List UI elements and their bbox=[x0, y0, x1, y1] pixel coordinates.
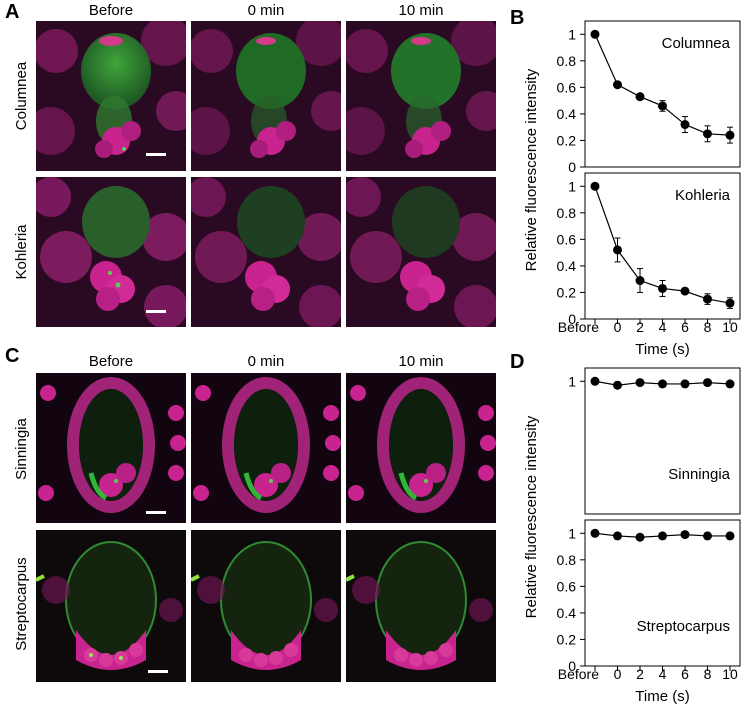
y-tick-label: 0.6 bbox=[557, 578, 577, 594]
panel-letter-b: B bbox=[510, 7, 525, 29]
data-point bbox=[703, 531, 712, 541]
data-point bbox=[658, 531, 667, 541]
data-point bbox=[590, 29, 600, 39]
panel-letter-c: C bbox=[5, 345, 20, 367]
data-point bbox=[658, 379, 667, 389]
data-point bbox=[613, 380, 622, 390]
x-tick-label: 2 bbox=[636, 319, 644, 335]
column-title-0-min: 0 min bbox=[247, 2, 285, 19]
subplot-label: Columnea bbox=[662, 35, 731, 52]
y-tick-label: 0.6 bbox=[557, 79, 577, 95]
y-tick-label: 0.2 bbox=[557, 631, 577, 647]
data-point bbox=[680, 379, 690, 389]
data-point bbox=[635, 378, 645, 388]
data-point bbox=[725, 531, 735, 541]
data-point bbox=[590, 181, 600, 191]
column-title-before: Before bbox=[88, 2, 134, 19]
column-title-10-min-lower: 10 min bbox=[398, 353, 444, 370]
micrograph-columnea-before bbox=[36, 21, 186, 171]
y-tick-label: 0.8 bbox=[557, 205, 577, 221]
data-point bbox=[635, 532, 645, 542]
x-tick-label: 8 bbox=[704, 319, 712, 335]
panel-letter-a: A bbox=[5, 1, 20, 23]
y-tick-label: 1 bbox=[568, 178, 576, 194]
data-point bbox=[613, 245, 622, 255]
y-tick-label: 1 bbox=[568, 525, 576, 541]
y-axis-label: Relative fluorescence intensity bbox=[523, 68, 540, 271]
column-title-before-lower: Before bbox=[88, 353, 134, 370]
column-title-0-min-lower: 0 min bbox=[247, 353, 285, 370]
plot-frame bbox=[584, 20, 741, 168]
micrograph-sinningia-before bbox=[36, 373, 186, 523]
x-tick-label: 4 bbox=[659, 319, 667, 335]
x-tick-label: 4 bbox=[659, 666, 667, 682]
micrograph-streptocarpus-0-min bbox=[191, 530, 341, 682]
data-point bbox=[725, 379, 735, 389]
micrograph-streptocarpus-10-min bbox=[346, 530, 496, 682]
y-tick-label: 1 bbox=[568, 373, 576, 389]
y-tick-label: 0.4 bbox=[557, 106, 577, 122]
data-point bbox=[725, 298, 735, 308]
y-axis-label: Relative fluorescence intensity bbox=[523, 415, 540, 618]
y-tick-label: 0.8 bbox=[557, 552, 577, 568]
x-tick-label: 10 bbox=[722, 666, 738, 682]
micrograph-columnea-10-min bbox=[346, 21, 496, 171]
data-point bbox=[658, 101, 667, 111]
x-tick-label: Before bbox=[558, 666, 599, 682]
y-tick-label: 0.8 bbox=[557, 53, 577, 69]
micrograph-sinningia-0-min bbox=[191, 373, 341, 523]
data-point bbox=[703, 294, 712, 304]
micrograph-kohleria-0-min bbox=[191, 177, 341, 327]
y-tick-label: 0.6 bbox=[557, 231, 577, 247]
data-point bbox=[680, 120, 690, 130]
micrograph-kohleria-10-min bbox=[346, 177, 496, 327]
x-tick-label: 2 bbox=[636, 666, 644, 682]
subplot-label: Sinningia bbox=[668, 466, 730, 483]
y-tick-label: 0 bbox=[568, 311, 576, 327]
micrograph-kohleria-before bbox=[36, 177, 186, 327]
data-point bbox=[658, 283, 667, 293]
data-point bbox=[613, 531, 622, 541]
data-point bbox=[635, 276, 645, 286]
micrograph-columnea-0-min bbox=[191, 21, 341, 171]
x-tick-label: 0 bbox=[614, 666, 622, 682]
data-point bbox=[725, 130, 735, 140]
data-point bbox=[590, 376, 600, 386]
data-point bbox=[613, 80, 622, 90]
data-point bbox=[703, 129, 712, 139]
x-axis-label: Time (s) bbox=[635, 688, 689, 705]
y-tick-label: 0.2 bbox=[557, 132, 577, 148]
data-point bbox=[680, 286, 690, 296]
panel-letter-d: D bbox=[510, 351, 525, 373]
x-tick-label: 6 bbox=[681, 666, 689, 682]
x-tick-label: 0 bbox=[614, 319, 622, 335]
y-tick-label: 0.2 bbox=[557, 284, 577, 300]
y-tick-label: 0 bbox=[568, 658, 576, 674]
x-tick-label: 10 bbox=[722, 319, 738, 335]
data-point bbox=[590, 528, 600, 538]
x-axis-label: Time (s) bbox=[635, 341, 689, 358]
subplot-label: Kohleria bbox=[675, 187, 731, 204]
column-title-10-min: 10 min bbox=[398, 2, 444, 19]
data-point bbox=[635, 92, 645, 102]
x-tick-label: 8 bbox=[704, 666, 712, 682]
data-point bbox=[703, 378, 712, 388]
micrograph-streptocarpus-before bbox=[36, 530, 186, 682]
y-tick-label: 1 bbox=[568, 26, 576, 42]
plot-frame bbox=[584, 519, 741, 667]
subplot-label: Streptocarpus bbox=[637, 618, 730, 635]
y-tick-label: 0.4 bbox=[557, 258, 577, 274]
micrograph-sinningia-10-min bbox=[346, 373, 496, 523]
y-tick-label: 0 bbox=[568, 159, 576, 175]
x-tick-label: Before bbox=[558, 319, 599, 335]
plot-frame bbox=[584, 367, 741, 515]
y-tick-label: 0.4 bbox=[557, 605, 577, 621]
data-point bbox=[680, 530, 690, 540]
x-tick-label: 6 bbox=[681, 319, 689, 335]
